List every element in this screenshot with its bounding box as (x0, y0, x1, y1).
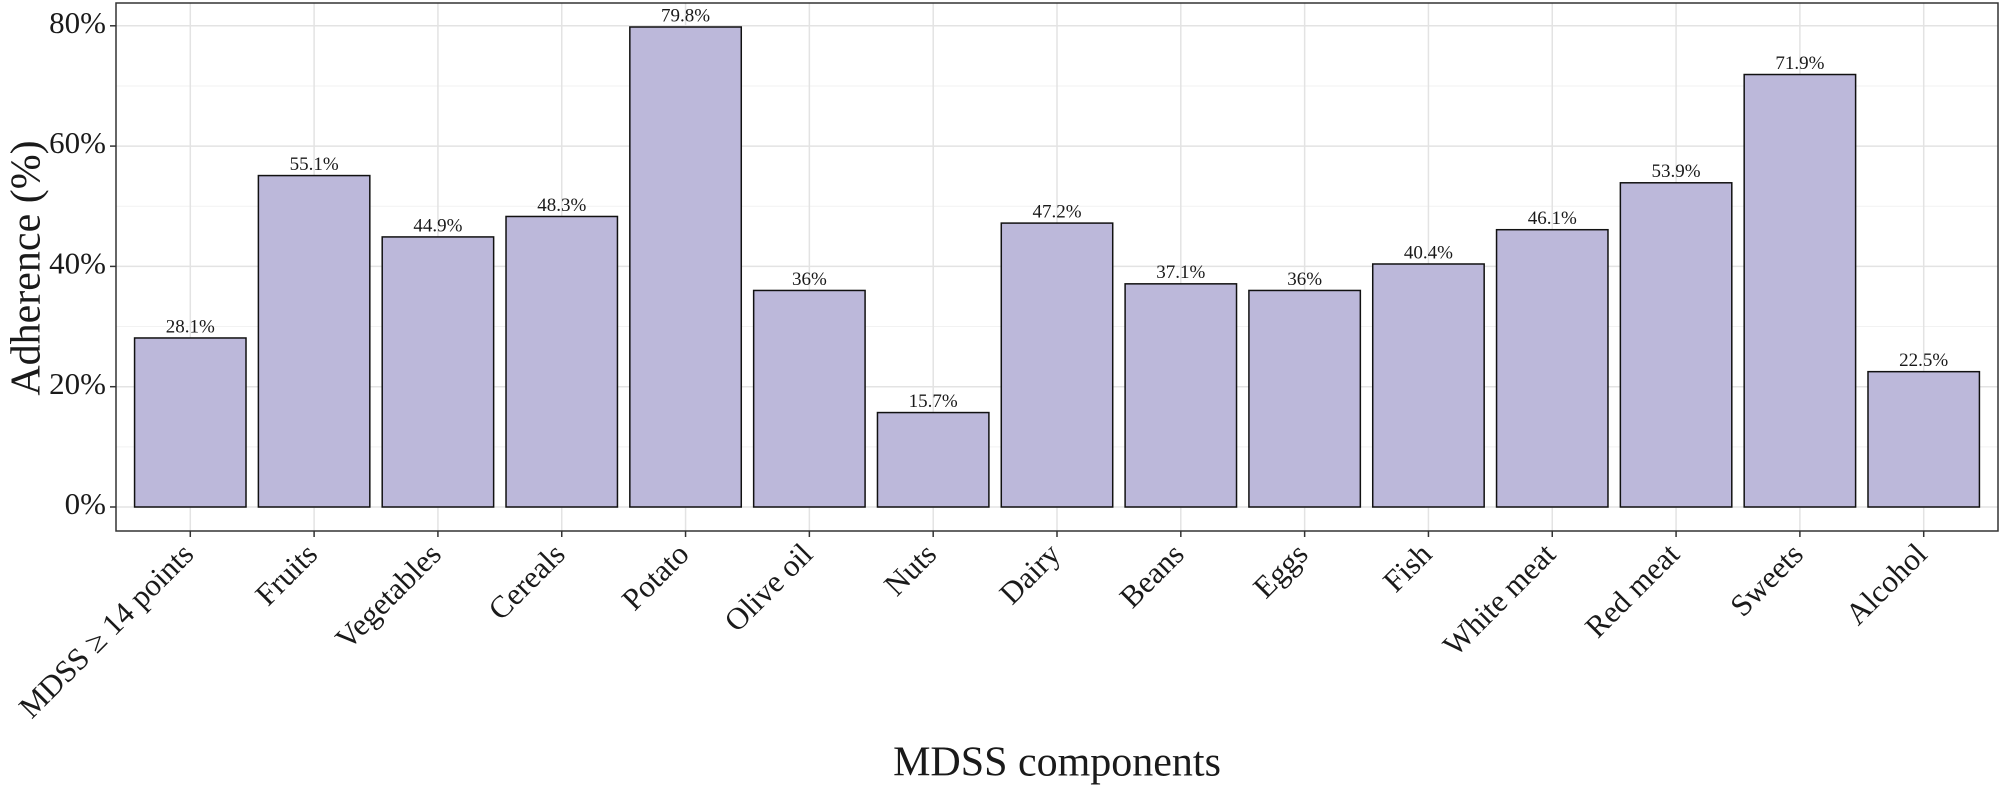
data-label: 28.1% (166, 316, 215, 337)
data-label: 36% (792, 269, 827, 290)
bar (257, 174, 371, 508)
data-label: 71.9% (1775, 53, 1824, 74)
bar (1495, 228, 1609, 508)
data-label: 53.9% (1652, 161, 1701, 182)
bar (381, 236, 495, 508)
data-label: 37.1% (1156, 262, 1205, 283)
x-tick-label: MDSS ≥ 14 points (12, 536, 200, 724)
x-tick-label: Nuts (877, 536, 943, 602)
x-tick-label: Alcohol (1838, 536, 1933, 631)
x-tick-label: Olive oil (717, 536, 819, 638)
y-tick-label: 60% (49, 125, 106, 160)
bar (876, 411, 990, 508)
bar (133, 337, 247, 508)
data-label: 22.5% (1899, 350, 1948, 371)
bar (629, 26, 743, 508)
data-label: 15.7% (909, 391, 958, 412)
data-label: 46.1% (1528, 208, 1577, 229)
x-tick-label: Fruits (248, 536, 324, 612)
bar (505, 215, 619, 508)
y-tick-label: 20% (49, 366, 106, 401)
x-tick-label: Red meat (1578, 536, 1686, 644)
y-tick-label: 80% (49, 5, 106, 40)
data-label: 36% (1287, 269, 1322, 290)
y-axis-title: Adherence (%) (4, 140, 50, 395)
bar (1867, 370, 1981, 508)
bar (1371, 263, 1485, 508)
data-label: 47.2% (1032, 201, 1081, 222)
x-tick-label: Vegetables (328, 536, 448, 656)
bar (1743, 73, 1857, 508)
bar (1124, 283, 1238, 508)
data-label: 48.3% (537, 195, 586, 216)
x-tick-label: Cereals (481, 536, 571, 626)
data-label: 40.4% (1404, 242, 1453, 263)
x-tick-label: Potato (615, 536, 696, 617)
data-label: 79.8% (661, 5, 710, 26)
x-tick-label: Fish (1376, 536, 1439, 599)
x-tick-label: Sweets (1723, 536, 1810, 623)
bar (752, 289, 866, 508)
data-label: 55.1% (290, 154, 339, 175)
bar (1619, 182, 1733, 508)
x-axis-title: MDSS components (893, 740, 1221, 786)
y-tick-label: 0% (65, 486, 106, 521)
y-tick-label: 40% (49, 246, 106, 281)
bar (1000, 222, 1114, 508)
panel-border (115, 2, 1999, 532)
data-label: 44.9% (413, 215, 462, 236)
x-tick-label: Eggs (1246, 536, 1315, 605)
x-tick-label: Dairy (992, 536, 1067, 611)
x-tick-label: White meat (1436, 536, 1563, 663)
x-tick-label: Beans (1112, 536, 1190, 614)
bar (1248, 289, 1362, 508)
